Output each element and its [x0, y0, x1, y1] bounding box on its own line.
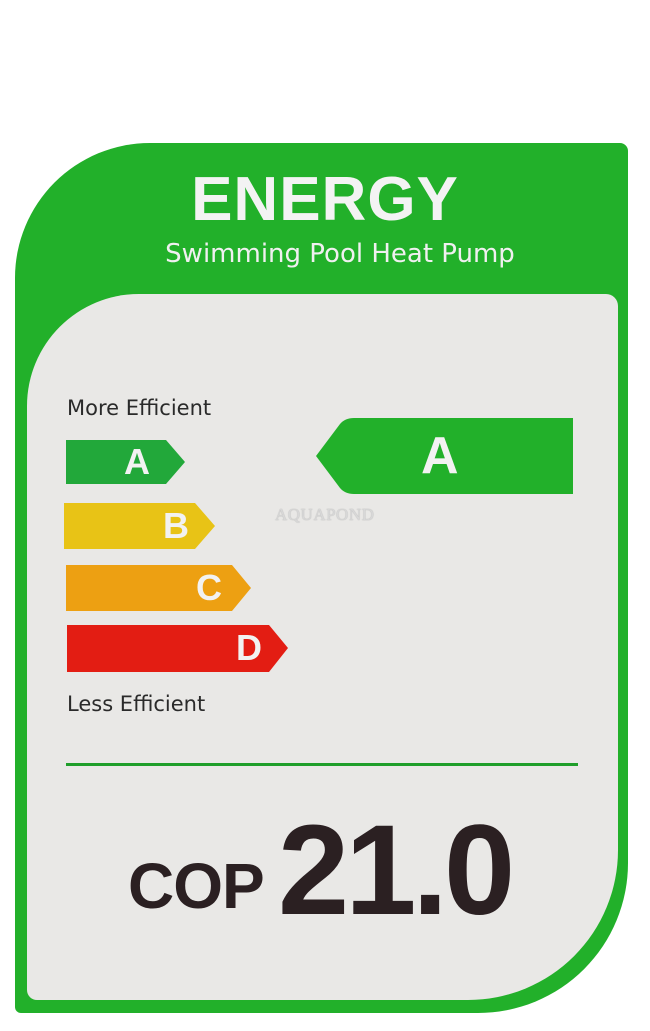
- class-letter-d: D: [236, 627, 262, 668]
- class-bar-a: [66, 440, 186, 484]
- class-bar-c: [66, 565, 252, 611]
- class-letter-c: C: [196, 567, 222, 608]
- cop-value: 21.0: [278, 799, 515, 942]
- rating-arrow: [316, 418, 574, 494]
- less-efficient-label: Less Efficient: [67, 692, 206, 716]
- divider: [66, 763, 578, 766]
- rating-letter: A: [421, 427, 459, 485]
- label-subtitle: Swimming Pool Heat Pump: [165, 239, 515, 269]
- cop-label: COP: [128, 850, 265, 922]
- class-letter-b: B: [163, 505, 189, 546]
- label-title: ENERGY: [191, 165, 459, 234]
- watermark: AQUAPOND: [275, 505, 375, 524]
- more-efficient-label: More Efficient: [67, 396, 212, 420]
- class-bar-b: [64, 503, 216, 549]
- class-letter-a: A: [124, 441, 150, 482]
- class-bar-d: [67, 625, 289, 672]
